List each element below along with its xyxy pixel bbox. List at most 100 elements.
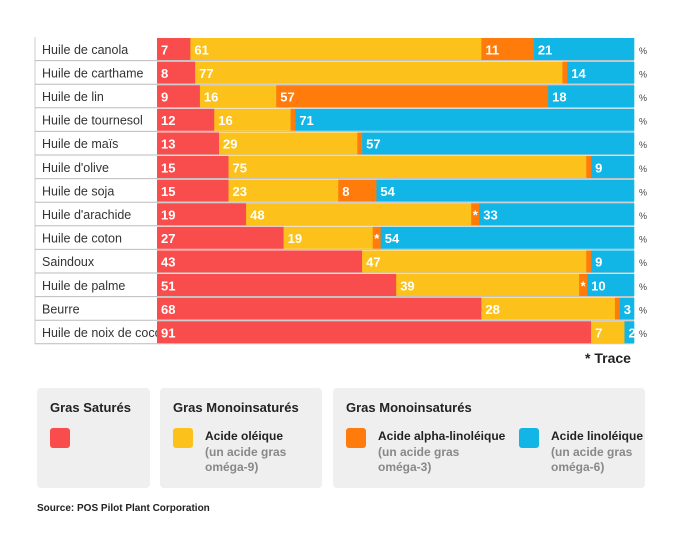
bar-segment [157, 38, 191, 60]
data-label: 15 [161, 184, 175, 199]
data-label: 77 [199, 66, 213, 81]
bar-segment [157, 297, 482, 320]
legend-label-alpha-linolenic: Acide alpha-linoléique [378, 429, 506, 443]
bar-segment [587, 274, 635, 296]
data-label: 7 [595, 326, 602, 341]
data-label: 48 [250, 208, 264, 223]
data-label: 7 [161, 42, 168, 57]
data-label: * [374, 231, 380, 246]
category-label: Huile de noix de coco [42, 326, 162, 340]
data-label: 57 [366, 137, 380, 152]
data-label: 16 [204, 90, 218, 105]
bar-segment [372, 226, 382, 249]
category-label: Huile de tournesol [42, 114, 143, 128]
bar-segment [591, 321, 625, 344]
percent-label: % [639, 305, 647, 315]
legend-heading: Gras Saturés [50, 400, 131, 415]
bar-segment [283, 226, 374, 249]
data-label: 13 [161, 137, 175, 152]
bar-segment [338, 179, 377, 202]
bar-segment [396, 274, 580, 296]
bar-segment [591, 156, 635, 178]
data-label: 2 [628, 326, 635, 341]
data-label: 19 [288, 231, 302, 246]
data-label: 8 [161, 66, 168, 81]
percent-label: % [639, 258, 647, 268]
legend-swatch-oleic [173, 428, 193, 448]
trace-note: * Trace [585, 350, 631, 366]
bar-segment [246, 203, 472, 226]
data-label: 71 [299, 113, 313, 128]
data-label: 28 [485, 302, 499, 317]
legend-sub-linoleic: (un acide gras oméga-6) [551, 445, 633, 474]
data-label: 12 [161, 113, 175, 128]
data-label: 16 [218, 113, 232, 128]
legend-label-linoleic: Acide linoléique [551, 429, 644, 443]
bar-segment [214, 108, 291, 131]
bar-segment [157, 226, 284, 249]
data-label: 54 [385, 231, 400, 246]
stacked-bar-chart: Huile de canola % 7 61 11 21 Huile de carthame… [34, 37, 647, 345]
legend-polyunsaturated: Gras Monoinsaturés Acide alpha-linoléiqu… [333, 388, 645, 488]
data-label: 19 [161, 208, 175, 223]
data-label: 75 [233, 160, 247, 175]
percent-label: % [639, 211, 647, 221]
legend-heading: Gras Monoinsaturés [346, 400, 472, 415]
bar-segment [290, 108, 296, 131]
bar-segment [157, 156, 229, 178]
percent-label: % [639, 164, 647, 174]
bar-segment [362, 250, 587, 273]
percent-label: % [639, 117, 647, 127]
data-label: 18 [552, 90, 566, 105]
data-label: 27 [161, 231, 175, 246]
data-label: 29 [223, 137, 237, 152]
data-label: 8 [342, 184, 349, 199]
data-label: 47 [366, 255, 380, 270]
bar-segment [190, 38, 482, 60]
data-label: 9 [595, 160, 602, 175]
bar-segment [157, 250, 363, 273]
data-label: 9 [595, 255, 602, 270]
data-label: 57 [280, 90, 294, 105]
category-label: Huile d'arachide [42, 208, 131, 222]
bar-segment [157, 203, 247, 226]
data-label: 9 [161, 90, 168, 105]
data-label: 39 [400, 278, 414, 293]
percent-label: % [639, 93, 647, 103]
bar-segment [357, 132, 363, 155]
data-label: 54 [380, 184, 395, 199]
category-label: Huile de coton [42, 232, 122, 246]
bar-segment [586, 250, 592, 273]
bar-segment [380, 226, 635, 249]
percent-label: % [639, 187, 647, 197]
category-label: Huile de maïs [42, 137, 118, 151]
data-label: 23 [233, 184, 247, 199]
bar-segment [295, 108, 635, 131]
bar-segment [579, 274, 588, 296]
data-label: 68 [161, 302, 175, 317]
percent-label: % [639, 282, 647, 292]
bar-segment [481, 297, 616, 320]
data-label: 51 [161, 278, 175, 293]
category-label: Saindoux [42, 255, 95, 269]
percent-label: % [639, 69, 647, 79]
data-label: * [581, 278, 587, 293]
bar-segment [481, 38, 535, 60]
data-label: 61 [194, 42, 208, 57]
bar-segment [567, 61, 635, 84]
bar-segment [614, 297, 620, 320]
bar-segment [479, 203, 635, 226]
bar-segment [157, 321, 592, 344]
bar-segment [533, 38, 635, 60]
bar-segment [228, 179, 339, 202]
data-label: 15 [161, 160, 175, 175]
percent-label: % [639, 140, 647, 150]
legend-heading: Gras Monoinsaturés [173, 400, 299, 415]
bar-segment [219, 132, 358, 155]
bar-segment [276, 85, 549, 108]
legend-monounsaturated: Gras Monoinsaturés Acide oléique (un aci… [160, 388, 322, 488]
category-label: Huile d'olive [42, 161, 109, 175]
bar-segment [619, 297, 635, 320]
data-label: * [473, 208, 479, 223]
legend-label-oleic: Acide oléique [205, 429, 284, 443]
